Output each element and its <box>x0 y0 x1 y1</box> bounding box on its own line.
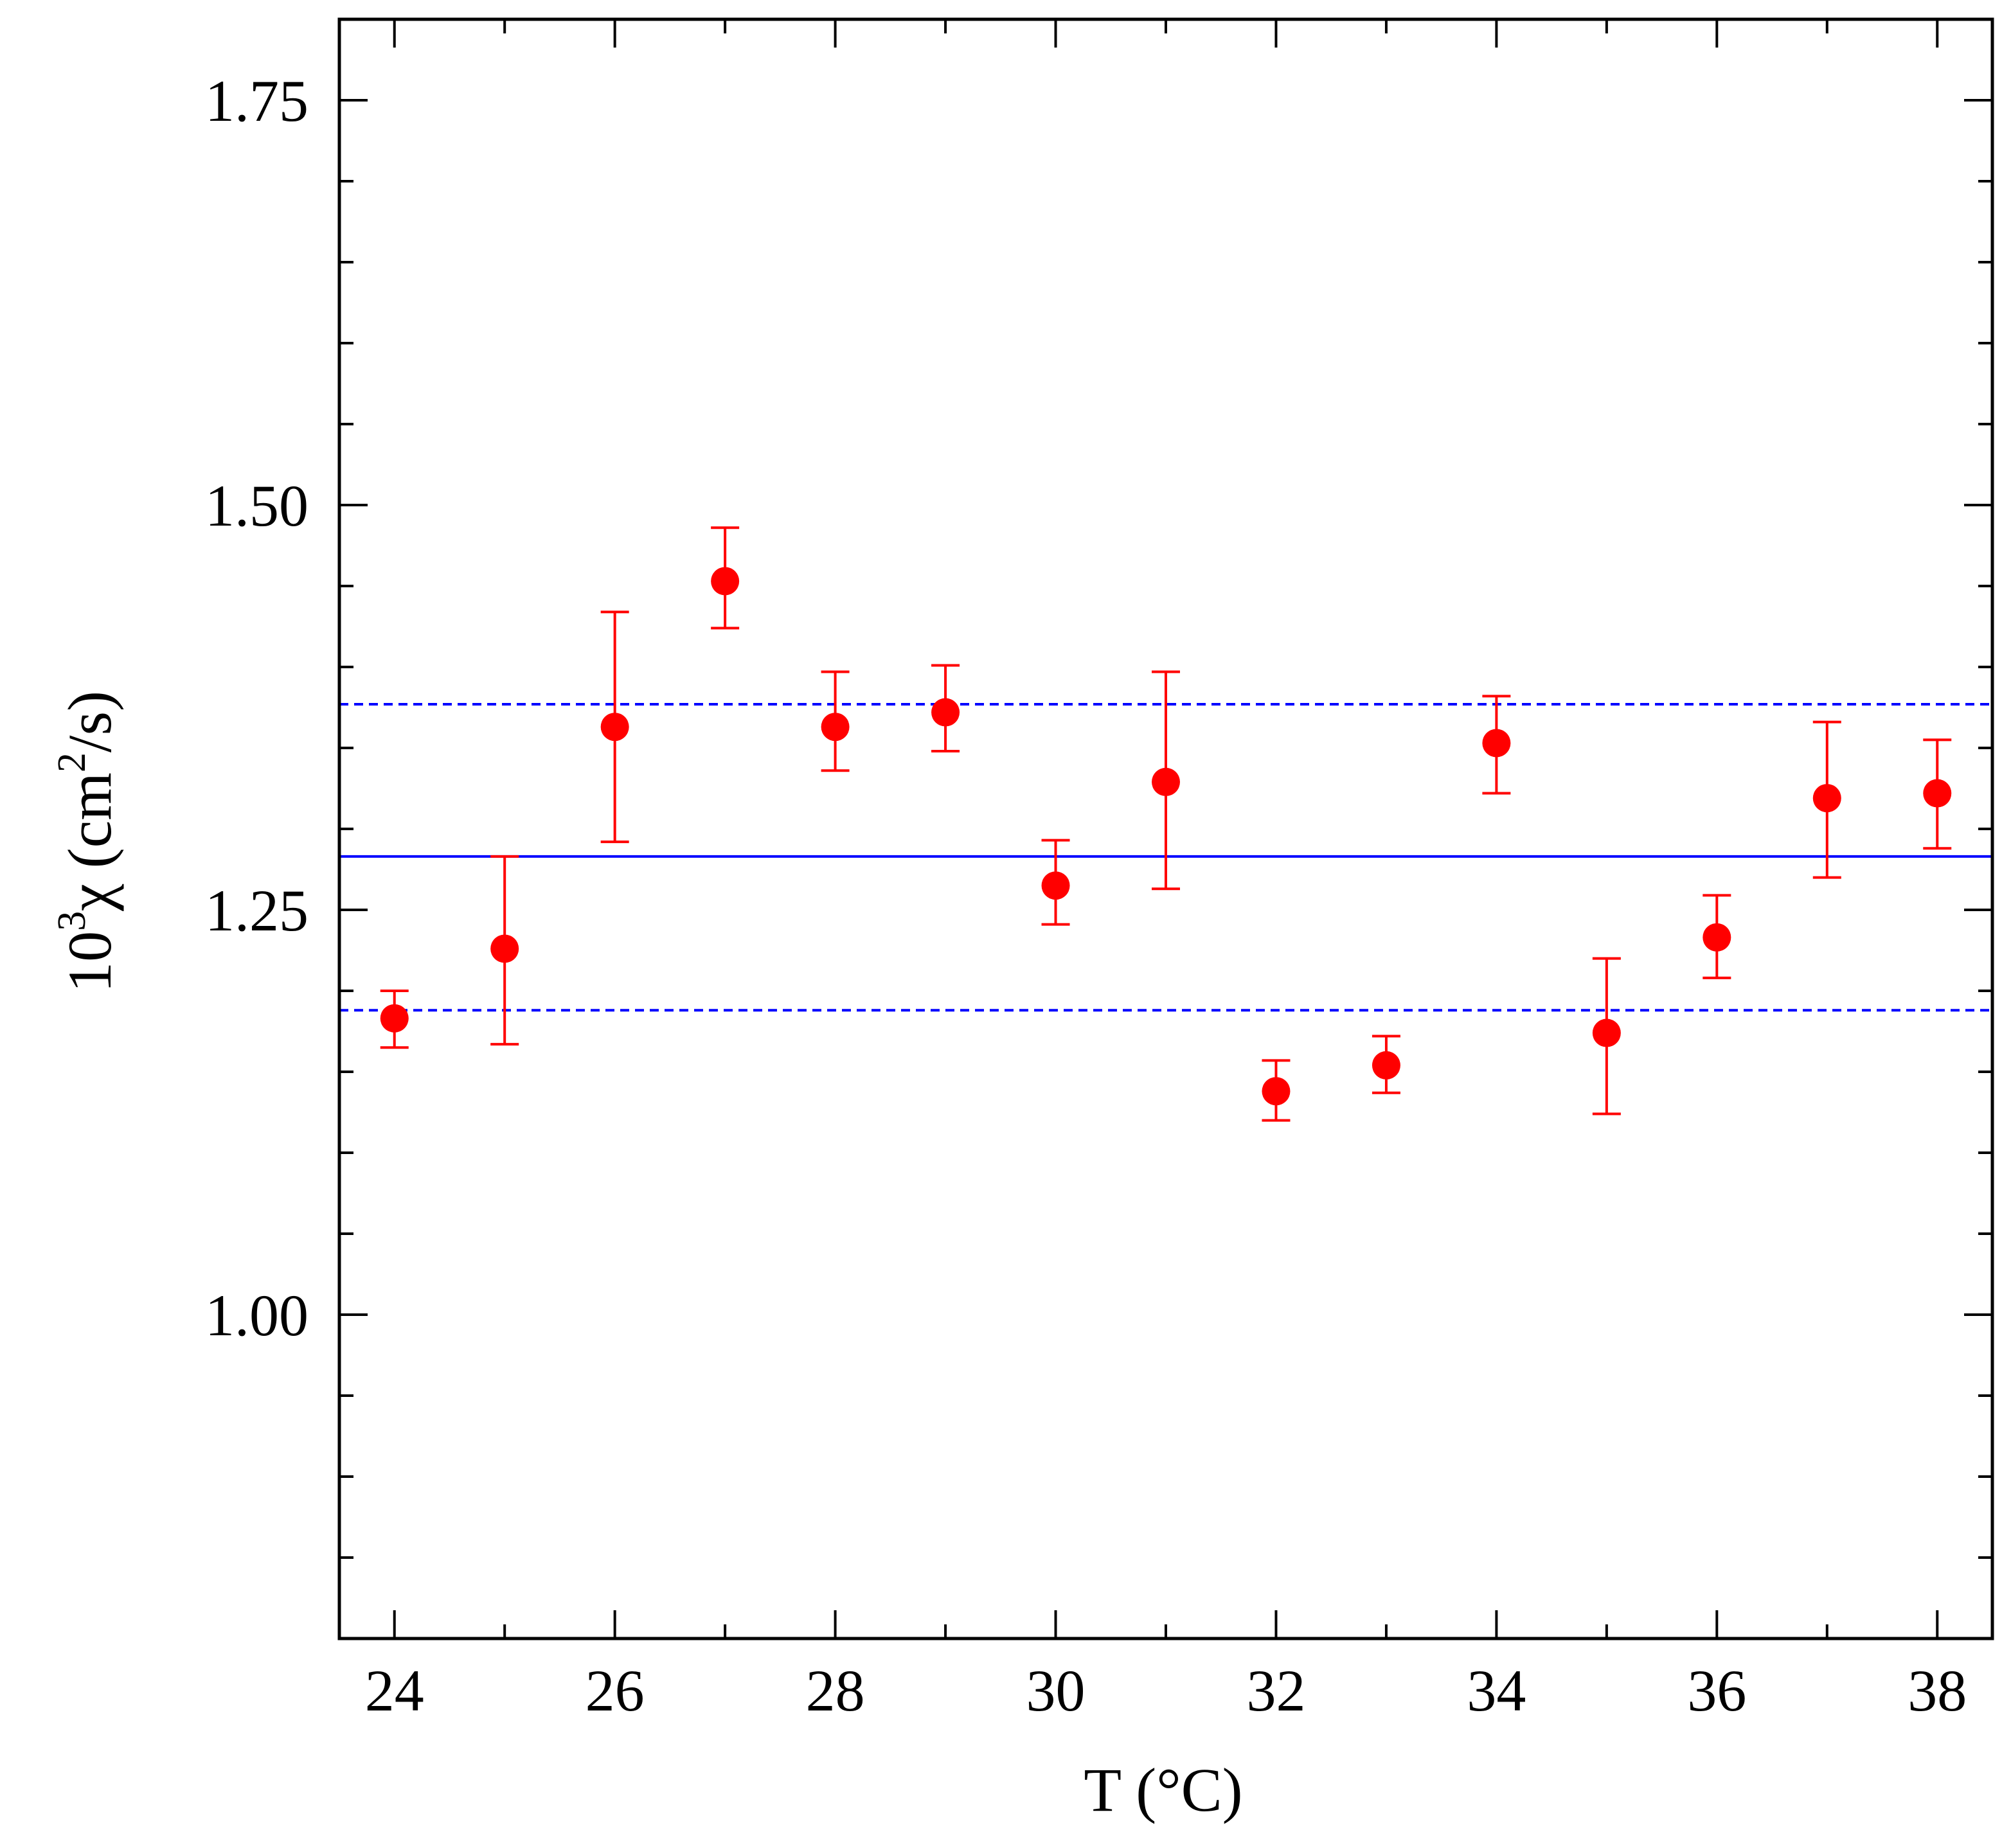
x-tick-label: 26 <box>585 1658 645 1723</box>
y-tick-label: 1.00 <box>205 1283 308 1348</box>
y-axis-title-unit-open: (cm <box>55 772 124 884</box>
y-tick-label: 1.50 <box>205 473 308 538</box>
data-point <box>600 713 629 742</box>
x-tick-label: 28 <box>806 1658 865 1723</box>
y-tick-labels: 1.00 1.25 1.50 1.75 <box>205 68 308 1348</box>
data-point <box>490 934 519 963</box>
data-point <box>1482 729 1511 758</box>
y-axis-title-exponent: 3 <box>50 911 94 931</box>
y-axis-title: 103χ (cm2/s) <box>50 691 124 993</box>
y-tick-label: 1.75 <box>205 68 308 134</box>
x-tick-labels: 24 26 28 30 32 34 36 38 <box>365 1658 1967 1723</box>
x-tick-label: 34 <box>1467 1658 1526 1723</box>
y-tick-label: 1.25 <box>205 878 308 943</box>
minor-ticks <box>339 19 1992 1639</box>
data-point <box>821 713 850 742</box>
data-point <box>1923 779 1952 808</box>
x-axis-title: T (°C) <box>1084 1755 1242 1824</box>
data-point <box>1812 784 1841 813</box>
data-points <box>380 567 1952 1106</box>
x-tick-label: 32 <box>1246 1658 1305 1723</box>
plot-frame <box>337 17 1994 1640</box>
data-point <box>1703 923 1731 952</box>
data-point <box>711 567 740 596</box>
data-point <box>1262 1077 1291 1106</box>
data-point <box>1152 767 1180 796</box>
data-point <box>1592 1018 1621 1047</box>
y-axis-title-unit-exponent: 2 <box>50 752 94 772</box>
x-tick-label: 30 <box>1026 1658 1086 1723</box>
y-axis-title-prefix: 10 <box>55 931 124 993</box>
data-point <box>931 698 960 727</box>
y-axis-title-unit-close: /s) <box>55 691 124 752</box>
x-tick-label: 38 <box>1908 1658 1967 1723</box>
y-axis-title-symbol: χ <box>55 884 124 912</box>
x-tick-label: 36 <box>1687 1658 1746 1723</box>
data-point <box>1041 871 1070 900</box>
x-tick-label: 24 <box>365 1658 424 1723</box>
data-point <box>1372 1051 1400 1079</box>
major-ticks <box>339 19 1992 1639</box>
data-point <box>380 1004 409 1033</box>
